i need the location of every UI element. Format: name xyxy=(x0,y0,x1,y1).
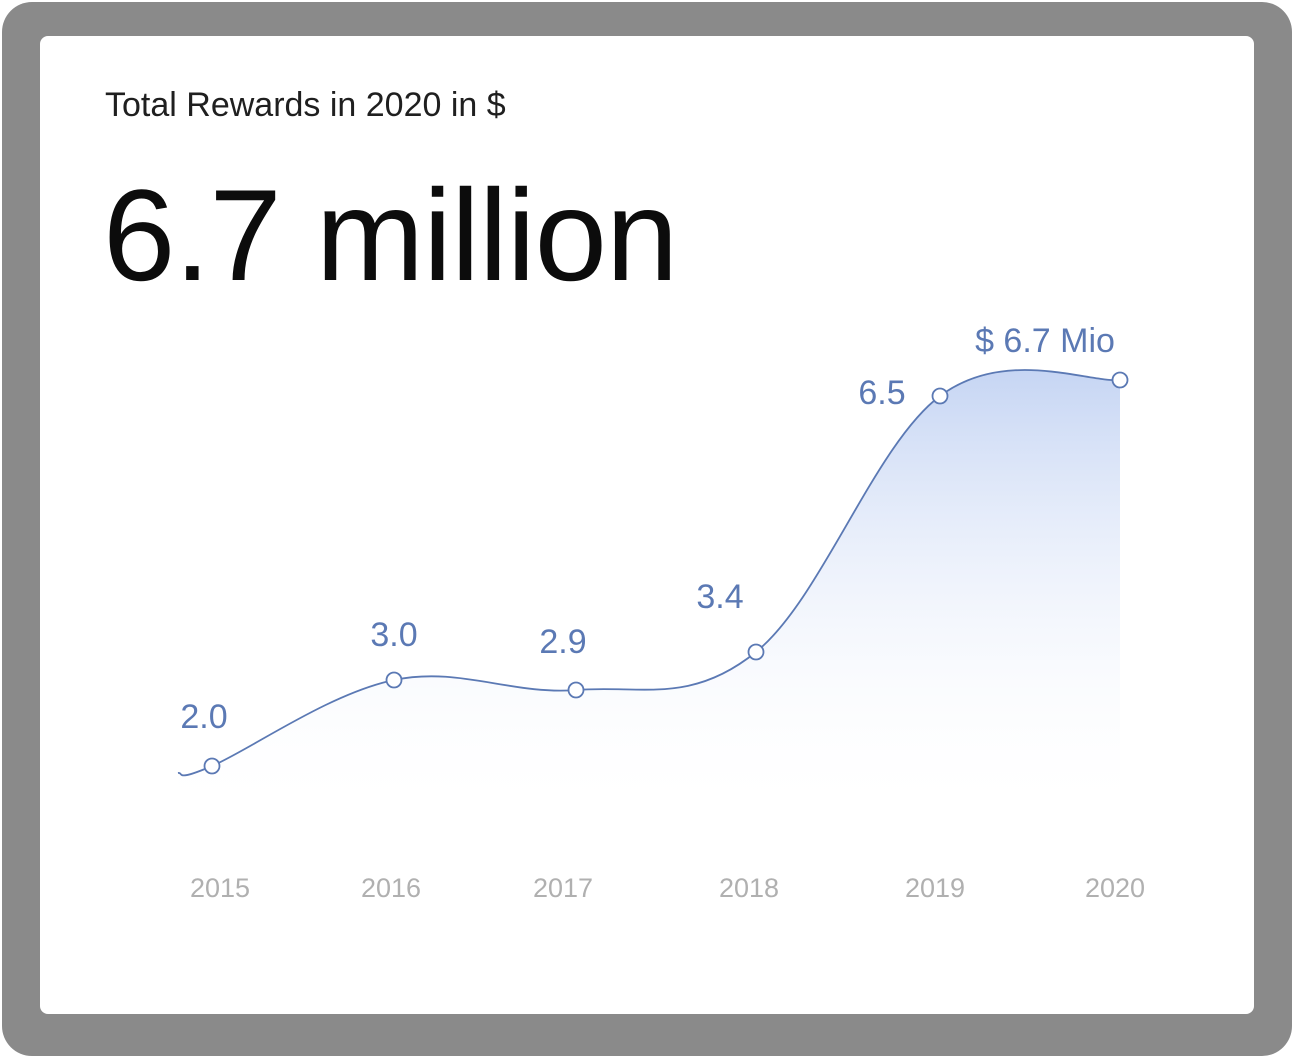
data-label-2020: $ 6.7 Mio xyxy=(975,322,1115,360)
x-tick-label-2015: 2015 xyxy=(190,873,250,903)
x-tick-label-2018: 2018 xyxy=(719,873,779,903)
data-label-2019: 6.5 xyxy=(858,374,905,412)
data-point-2016 xyxy=(385,671,403,689)
data-label-2017: 2.9 xyxy=(539,623,586,661)
data-point-2017 xyxy=(567,681,585,699)
data-point-2018 xyxy=(747,643,765,661)
x-tick-label-2020: 2020 xyxy=(1085,873,1145,903)
headline-total: 6.7 million xyxy=(103,162,678,308)
data-point-2020 xyxy=(1111,371,1129,389)
chart-subtitle: Total Rewards in 2020 in $ xyxy=(105,86,506,124)
x-tick-label-2016: 2016 xyxy=(361,873,421,903)
data-label-2018: 3.4 xyxy=(696,578,743,616)
data-point-2015 xyxy=(203,757,221,775)
x-tick-label-2017: 2017 xyxy=(533,873,593,903)
x-tick-label-2019: 2019 xyxy=(905,873,965,903)
data-label-2015: 2.0 xyxy=(180,698,227,736)
data-label-2016: 3.0 xyxy=(370,616,417,654)
data-point-2019 xyxy=(931,387,949,405)
area-fill xyxy=(178,370,1120,820)
